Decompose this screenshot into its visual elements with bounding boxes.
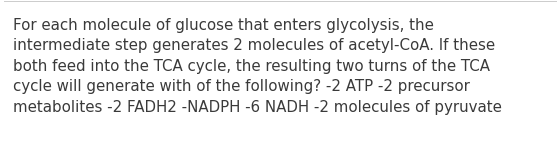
Text: For each molecule of glucose that enters glycolysis, the
intermediate step gener: For each molecule of glucose that enters… bbox=[13, 18, 502, 115]
